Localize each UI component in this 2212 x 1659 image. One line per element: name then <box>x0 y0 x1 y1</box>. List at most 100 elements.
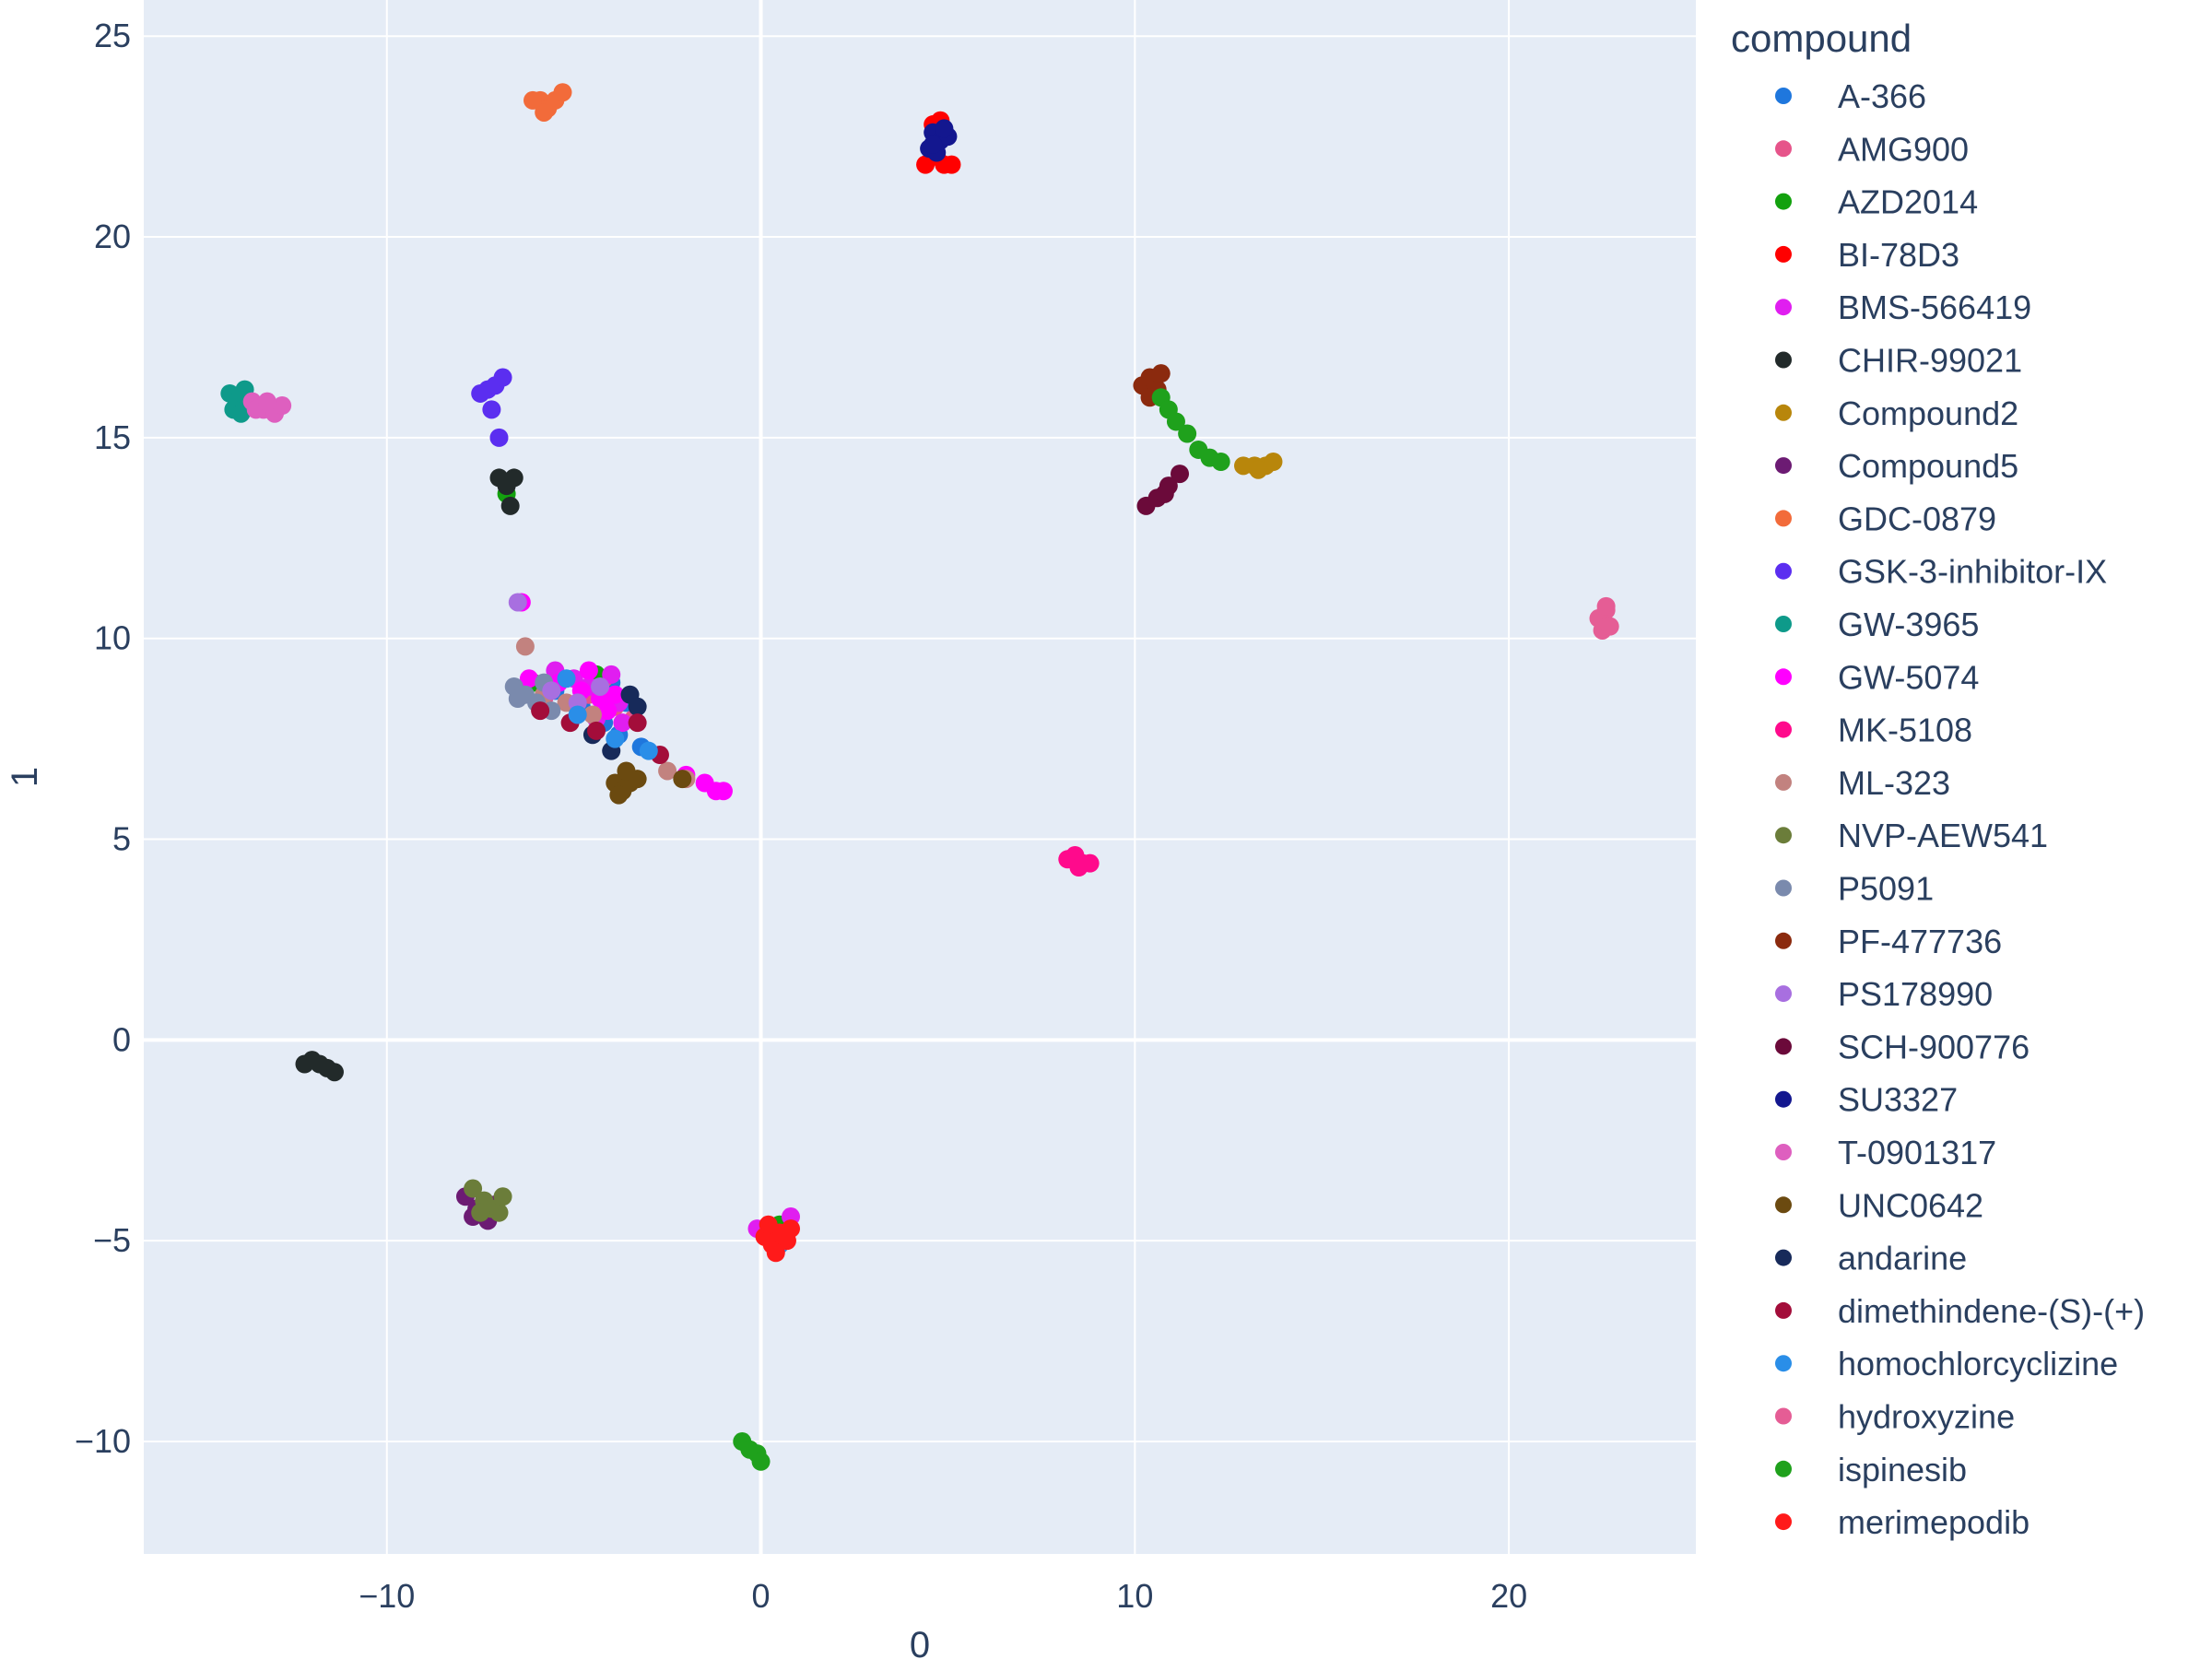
series-UNC0642 <box>606 761 692 805</box>
data-point <box>606 729 625 748</box>
legend-marker <box>1775 1038 1792 1055</box>
legend-item[interactable]: dimethindene-(S)-(+) <box>1775 1292 2145 1330</box>
legend-item[interactable]: MK-5108 <box>1775 712 1972 749</box>
legend-marker <box>1775 88 1792 104</box>
data-point <box>515 637 535 656</box>
series-PS178990 <box>508 593 610 712</box>
legend-item[interactable]: GSK-3-inhibitor-IX <box>1775 553 2107 591</box>
legend-label: hydroxyzine <box>1838 1398 2015 1436</box>
legend-item[interactable]: UNC0642 <box>1775 1186 1983 1224</box>
legend-item[interactable]: CHIR-99021 <box>1775 342 2022 380</box>
data-point <box>942 155 961 174</box>
legend-marker <box>1775 668 1792 686</box>
legend-item[interactable]: SCH-900776 <box>1775 1028 2030 1065</box>
legend-label: AMG900 <box>1838 130 1969 168</box>
data-point <box>493 1187 512 1206</box>
data-point <box>924 135 943 154</box>
data-point <box>482 400 501 419</box>
legend-item[interactable]: hydroxyzine <box>1775 1398 2015 1436</box>
data-point <box>579 661 598 680</box>
data-point <box>1596 596 1616 616</box>
series-GSK-3-inhibitor-IX <box>471 368 512 447</box>
y-tick-label: 5 <box>112 820 131 858</box>
data-point <box>609 785 629 805</box>
legend-item[interactable]: BI-78D3 <box>1775 236 1959 274</box>
data-point <box>257 392 276 411</box>
data-point <box>1171 465 1190 484</box>
legend-item[interactable]: merimepodib <box>1775 1503 2030 1541</box>
legend-marker <box>1775 510 1792 527</box>
data-point <box>613 713 632 733</box>
legend-item[interactable]: P5091 <box>1775 870 1934 908</box>
legend-item[interactable]: GW-3965 <box>1775 606 1979 643</box>
data-point <box>568 705 587 724</box>
legend-item[interactable]: SU3327 <box>1775 1081 1958 1119</box>
legend-label: SU3327 <box>1838 1081 1958 1119</box>
legend-item[interactable]: AMG900 <box>1775 130 1969 168</box>
legend-item[interactable]: BMS-566419 <box>1775 288 2031 326</box>
data-point <box>519 669 538 688</box>
legend-items: A-366 AMG900 AZD2014 BI-78D3 BMS-566419 CHIR-… <box>1775 77 2145 1541</box>
data-points <box>220 83 1619 1471</box>
legend-marker <box>1775 1355 1792 1372</box>
legend-label: ispinesib <box>1838 1451 1967 1488</box>
legend-item[interactable]: T-0901317 <box>1775 1134 1996 1171</box>
series-dimethindene-(S)-(+) <box>531 701 669 765</box>
legend-label: BI-78D3 <box>1838 236 1959 274</box>
legend-marker <box>1775 932 1792 949</box>
legend-item[interactable]: ispinesib <box>1775 1451 1967 1488</box>
legend-marker <box>1775 299 1792 316</box>
y-tick-labels: −10 −5 0 5 10 15 20 25 <box>75 17 131 1460</box>
legend-marker <box>1775 404 1792 421</box>
data-point <box>591 677 610 696</box>
legend-item[interactable]: GDC-0879 <box>1775 500 1996 537</box>
legend-item[interactable]: A-366 <box>1775 77 1926 115</box>
data-point <box>766 1243 785 1263</box>
legend-label: PF-477736 <box>1838 923 2002 960</box>
data-point <box>1069 858 1088 877</box>
legend-item[interactable]: homochlorcyclizine <box>1775 1345 2118 1382</box>
data-point <box>553 83 572 102</box>
y-tick-label: −5 <box>93 1221 131 1259</box>
data-point <box>324 1063 344 1082</box>
legend-label: GDC-0879 <box>1838 500 1996 537</box>
legend-label: SCH-900776 <box>1838 1028 2030 1065</box>
legend-label: ML-323 <box>1838 764 1950 802</box>
x-tick-label: −10 <box>359 1577 415 1615</box>
data-point <box>751 1452 771 1471</box>
y-tick-label: −10 <box>75 1422 131 1460</box>
legend-label: MK-5108 <box>1838 712 1972 749</box>
legend-label: Compound5 <box>1838 447 2018 485</box>
legend-item[interactable]: Compound5 <box>1775 447 2018 485</box>
series-GDC-0879 <box>524 83 572 122</box>
legend-marker <box>1775 1090 1792 1108</box>
legend-item[interactable]: ML-323 <box>1775 764 1950 802</box>
data-point <box>535 102 554 122</box>
series-CHIR-99021 <box>295 468 524 1082</box>
legend-item[interactable]: GW-5074 <box>1775 658 1979 696</box>
legend-item[interactable]: PF-477736 <box>1775 923 2002 960</box>
legend-marker <box>1775 879 1792 897</box>
data-point <box>542 681 561 700</box>
legend-marker <box>1775 457 1792 475</box>
legend-item[interactable]: AZD2014 <box>1775 183 1978 221</box>
data-point <box>606 685 625 704</box>
legend-item[interactable]: andarine <box>1775 1240 1967 1277</box>
y-tick-label: 25 <box>94 17 131 54</box>
x-tick-label: 20 <box>1490 1577 1527 1615</box>
data-point <box>617 761 636 781</box>
legend-marker <box>1775 827 1792 844</box>
legend-label: GW-5074 <box>1838 658 1979 696</box>
data-point <box>598 701 618 721</box>
data-point <box>1600 617 1619 636</box>
legend-item[interactable]: NVP-AEW541 <box>1775 817 2048 854</box>
series-MK-5108 <box>1058 845 1100 877</box>
data-point <box>489 428 509 447</box>
data-point <box>586 721 606 740</box>
data-point <box>1151 364 1171 383</box>
legend-item[interactable]: Compound2 <box>1775 394 2018 432</box>
plot-background <box>144 0 1696 1554</box>
legend-item[interactable]: PS178990 <box>1775 975 1993 1013</box>
x-tick-labels: −10 0 10 20 <box>359 1577 1527 1615</box>
